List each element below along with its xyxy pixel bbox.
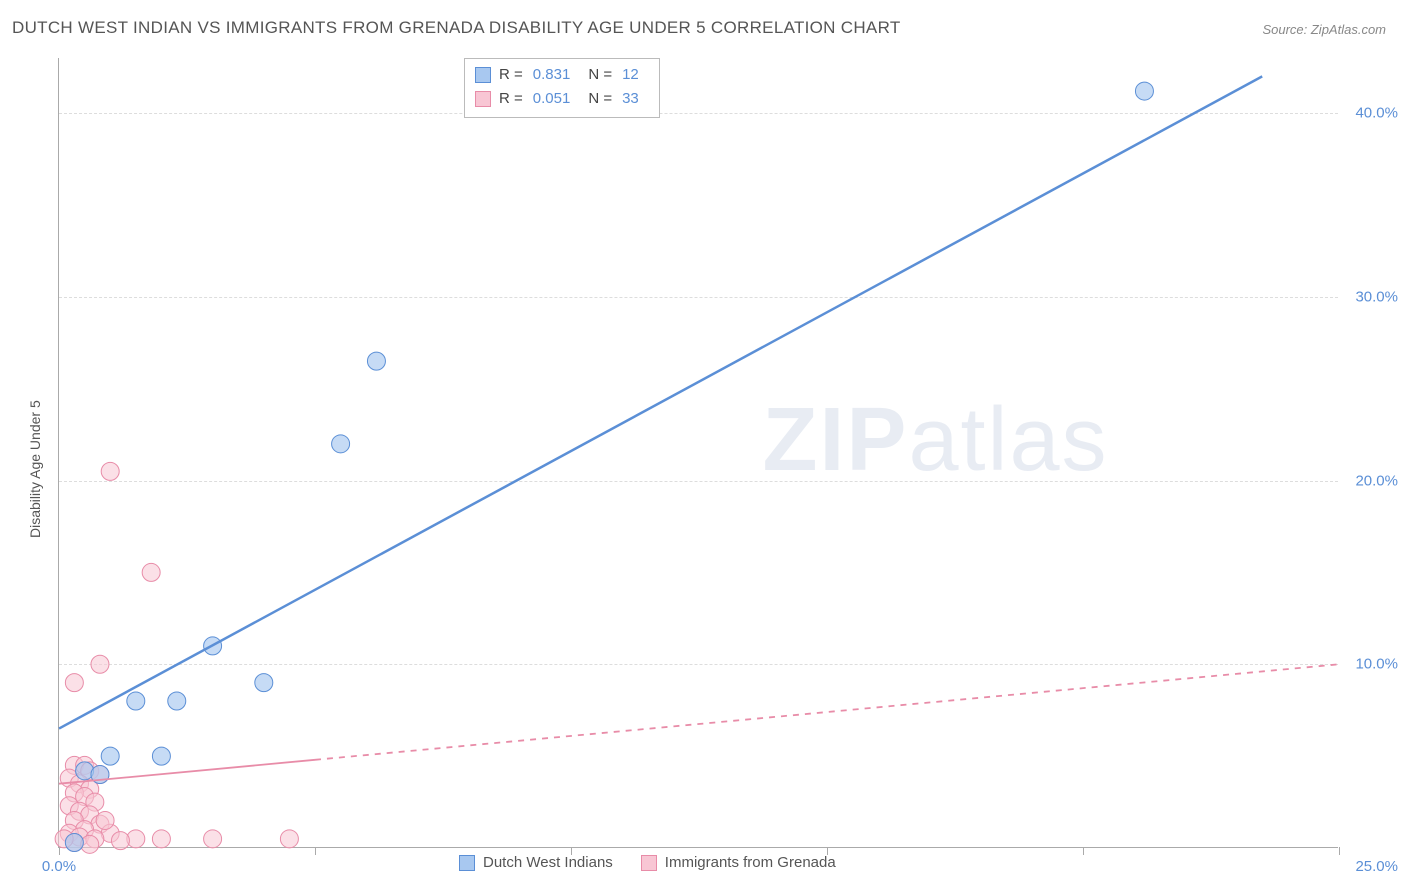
legend-label-blue: Dutch West Indians (483, 854, 613, 871)
y-tick-label: 20.0% (1355, 472, 1398, 489)
y-tick-label: 40.0% (1355, 105, 1398, 122)
stats-row-blue: R = 0.831 N = 12 (475, 63, 649, 87)
x-tick (1339, 847, 1340, 855)
bottom-legend: Dutch West Indians Immigrants from Grena… (459, 854, 836, 871)
data-point (152, 747, 170, 765)
y-tick-label: 10.0% (1355, 656, 1398, 673)
data-point (152, 830, 170, 848)
n-value-pink: 33 (622, 87, 639, 111)
r-value-blue: 0.831 (533, 63, 571, 87)
y-tick-label: 30.0% (1355, 288, 1398, 305)
chart-plot-area: Disability Age Under 5 10.0%20.0%30.0%40… (58, 58, 1338, 848)
legend-item-blue: Dutch West Indians (459, 854, 613, 871)
data-point (1135, 82, 1153, 100)
r-label: R = (499, 87, 523, 111)
data-point (65, 674, 83, 692)
stats-row-pink: R = 0.051 N = 33 (475, 87, 649, 111)
x-tick (315, 847, 316, 855)
data-point (101, 747, 119, 765)
legend-item-pink: Immigrants from Grenada (641, 854, 836, 871)
legend-label-pink: Immigrants from Grenada (665, 854, 836, 871)
n-label: N = (588, 63, 612, 87)
stats-legend: R = 0.831 N = 12 R = 0.051 N = 33 (464, 58, 660, 118)
n-value-blue: 12 (622, 63, 639, 87)
swatch-pink (475, 91, 491, 107)
swatch-pink (641, 855, 657, 871)
y-axis-label: Disability Age Under 5 (27, 400, 43, 538)
scatter-svg (59, 58, 1338, 847)
data-point (142, 563, 160, 581)
swatch-blue (475, 67, 491, 83)
x-tick (1083, 847, 1084, 855)
data-point (65, 833, 83, 851)
source-label: Source: ZipAtlas.com (1262, 22, 1386, 37)
data-point (255, 674, 273, 692)
data-point (91, 655, 109, 673)
trend-line (315, 664, 1339, 760)
data-point (168, 692, 186, 710)
data-point (111, 832, 129, 850)
data-point (101, 462, 119, 480)
x-max-label: 25.0% (1355, 858, 1398, 875)
r-value-pink: 0.051 (533, 87, 571, 111)
trend-line (59, 76, 1262, 728)
swatch-blue (459, 855, 475, 871)
x-origin-label: 0.0% (42, 858, 76, 875)
data-point (367, 352, 385, 370)
x-tick (59, 847, 60, 855)
data-point (96, 811, 114, 829)
data-point (280, 830, 298, 848)
data-point (127, 692, 145, 710)
chart-title: DUTCH WEST INDIAN VS IMMIGRANTS FROM GRE… (12, 18, 901, 38)
n-label: N = (588, 87, 612, 111)
data-point (204, 830, 222, 848)
data-point (332, 435, 350, 453)
r-label: R = (499, 63, 523, 87)
